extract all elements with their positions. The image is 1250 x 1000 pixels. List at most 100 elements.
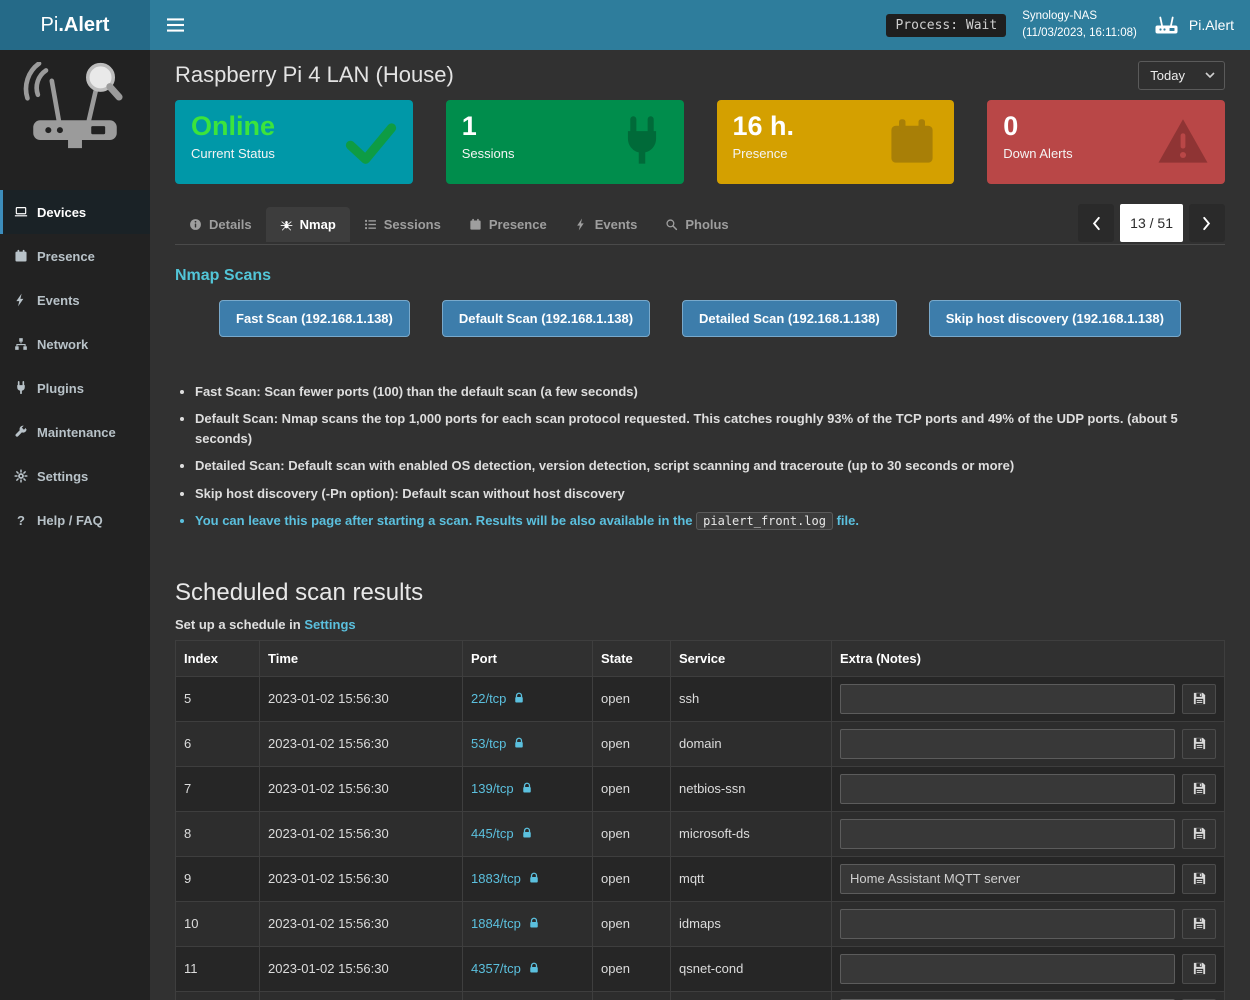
note-input[interactable]	[840, 908, 1175, 939]
note-input[interactable]	[840, 773, 1175, 804]
prev-page-button[interactable]	[1078, 204, 1115, 242]
calendar-icon	[14, 249, 28, 263]
note-input[interactable]	[840, 998, 1175, 1000]
save-note-button[interactable]	[1182, 683, 1216, 714]
user-label: Pi.Alert	[1188, 17, 1234, 33]
sidebar-item-maintenance[interactable]: Maintenance	[0, 410, 150, 454]
save-note-button[interactable]	[1182, 908, 1216, 939]
sidebar-item-label: Help / FAQ	[37, 512, 103, 528]
save-note-button[interactable]	[1182, 998, 1216, 1000]
cell-time: 2023-01-02 15:56:30	[259, 675, 463, 722]
column-header-state: State	[592, 639, 671, 677]
tab-label: Presence	[488, 216, 547, 232]
tab-label: Pholus	[685, 216, 729, 232]
tab-nmap[interactable]: Nmap	[265, 206, 350, 242]
save-note-button[interactable]	[1182, 818, 1216, 849]
status-cards: Online Current Status 1 Sessions 16 h. Presen…	[175, 100, 1225, 184]
sidebar-menu: Devices Presence Events Network Plugins Maint…	[0, 190, 150, 542]
note-input[interactable]	[840, 728, 1175, 759]
card-label: Down Alerts	[1003, 146, 1073, 162]
cell-port: 53/tcp	[462, 720, 593, 767]
period-select[interactable]: Today	[1138, 60, 1225, 90]
table-row: 7 2023-01-02 15:56:30 139/tcp open netbios-s…	[175, 765, 1225, 812]
host-time: (11/03/2023, 16:11:08)	[1022, 27, 1137, 39]
table-row: 11 2023-01-02 15:56:30 4357/tcp open qsnet-c…	[175, 945, 1225, 992]
sidebar-item-help-faq[interactable]: ? Help / FAQ	[0, 498, 150, 542]
sidebar-logo	[0, 50, 150, 190]
tab-events[interactable]: Events	[561, 207, 652, 242]
note-input[interactable]	[840, 818, 1175, 849]
note-input[interactable]	[840, 863, 1175, 894]
skip-host-discovery-button[interactable]: Skip host discovery (192.168.1.138)	[928, 300, 1181, 337]
detailed-scan-button[interactable]: Detailed Scan (192.168.1.138)	[682, 300, 897, 337]
user-menu[interactable]: Pi.Alert	[1153, 14, 1234, 36]
sidebar-item-devices[interactable]: Devices	[0, 190, 150, 234]
logo-suffix: .Alert	[58, 13, 110, 36]
sidebar-item-presence[interactable]: Presence	[0, 234, 150, 278]
gear-icon	[14, 469, 28, 483]
column-header-time: Time	[259, 639, 463, 677]
lock-icon	[521, 782, 533, 794]
results-table: Index Time Port State Service Extra (Notes) 5…	[175, 639, 1225, 1000]
port-link[interactable]: 1883/tcp	[471, 871, 521, 887]
port-link[interactable]: 4357/tcp	[471, 961, 521, 977]
save-note-button[interactable]	[1182, 728, 1216, 759]
sidebar-toggle-button[interactable]	[150, 0, 201, 50]
tab-sessions[interactable]: Sessions	[350, 207, 455, 242]
tab-details[interactable]: Details	[175, 207, 266, 242]
sidebar-item-settings[interactable]: Settings	[0, 454, 150, 498]
cell-state: open	[592, 810, 671, 857]
settings-link[interactable]: Settings	[304, 616, 356, 632]
save-note-button[interactable]	[1182, 773, 1216, 804]
laptop-icon	[14, 205, 28, 219]
chevron-left-icon	[1091, 216, 1101, 231]
card-value: 0	[1003, 111, 1019, 141]
default-scan-button[interactable]: Default Scan (192.168.1.138)	[441, 300, 651, 337]
cell-index: 11	[175, 945, 260, 992]
cell-port: 445/tcp	[462, 810, 593, 857]
next-page-button[interactable]	[1189, 204, 1225, 242]
router-icon	[1153, 14, 1180, 36]
calendar-icon	[469, 218, 482, 231]
check-icon	[345, 116, 397, 168]
cell-service: unknown	[670, 990, 832, 1000]
fast-scan-button[interactable]: Fast Scan (192.168.1.138)	[219, 300, 410, 337]
cell-port: 1884/tcp	[462, 900, 593, 947]
card-down-alerts: 0 Down Alerts	[987, 100, 1225, 184]
cell-state: open	[592, 765, 671, 812]
bolt-icon	[14, 293, 28, 307]
save-note-button[interactable]	[1182, 953, 1216, 984]
sidebar-item-events[interactable]: Events	[0, 278, 150, 322]
sidebar-item-network[interactable]: Network	[0, 322, 150, 366]
card-label: Sessions	[461, 146, 515, 162]
cell-time: 2023-01-02 15:56:30	[259, 810, 463, 857]
port-link[interactable]: 139/tcp	[471, 781, 514, 797]
cell-state: open	[592, 855, 671, 902]
tab-presence[interactable]: Presence	[455, 207, 561, 242]
sidebar-item-plugins[interactable]: Plugins	[0, 366, 150, 410]
cell-state: open	[592, 900, 671, 947]
tab-label: Details	[209, 216, 252, 232]
cell-index: 9	[175, 855, 260, 902]
cell-index: 10	[175, 900, 260, 947]
tab-label: Nmap	[299, 216, 336, 232]
cell-extra	[831, 720, 1225, 767]
sidebar: Devices Presence Events Network Plugins Maint…	[0, 50, 150, 1000]
note-input[interactable]	[840, 953, 1175, 984]
lock-icon	[528, 917, 540, 929]
save-icon	[1192, 691, 1207, 706]
port-link[interactable]: 445/tcp	[471, 826, 514, 842]
cell-extra	[831, 810, 1225, 857]
tab-label: Sessions	[383, 216, 441, 232]
port-link[interactable]: 1884/tcp	[471, 916, 521, 932]
tab-pholus[interactable]: Pholus	[651, 207, 742, 242]
note-input[interactable]	[840, 683, 1175, 714]
save-icon	[1192, 781, 1207, 796]
port-link[interactable]: 22/tcp	[471, 691, 507, 707]
save-note-button[interactable]	[1182, 863, 1216, 894]
app-logo[interactable]: Pi .Alert	[0, 0, 150, 50]
cell-service: mqtt	[670, 855, 832, 902]
cell-extra	[831, 990, 1225, 1000]
column-header-service: Service	[670, 639, 832, 677]
port-link[interactable]: 53/tcp	[471, 736, 507, 752]
